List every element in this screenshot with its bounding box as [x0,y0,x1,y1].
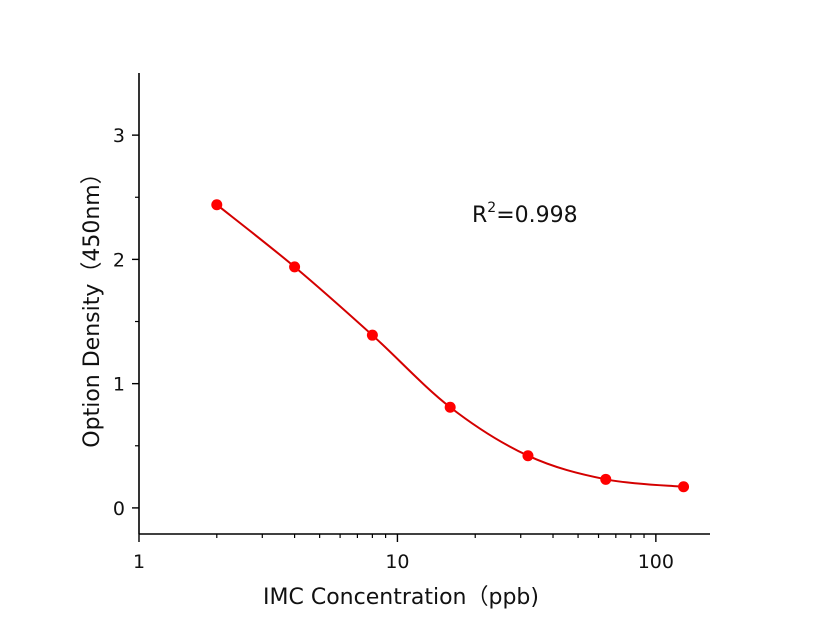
y-axis-title: Option Density（450nm） [80,162,105,447]
data-points [211,199,690,493]
x-tick-label: 10 [385,551,409,573]
data-point [678,481,690,493]
data-point [600,473,612,485]
x-axis-title: IMC Concentration（ppb) [263,585,539,610]
x-tick-label: 1 [133,551,145,573]
r-squared-base: R [472,203,487,228]
fit-curve [216,203,684,488]
y-tick-label: 1 [113,374,125,396]
y-tick-label: 3 [113,125,125,147]
data-point [444,401,456,413]
y-tick-label: 0 [113,498,125,520]
data-point [522,450,534,462]
data-point [366,329,378,341]
data-point [289,261,301,273]
y-tick-label: 2 [113,249,125,271]
axes [138,73,710,535]
r-squared-annotation: R2=0.998 [472,200,578,228]
x-tick-label: 100 [638,551,674,573]
r-squared-superscript: 2 [487,200,496,216]
data-point [211,199,223,211]
r-squared-value: =0.998 [496,203,577,228]
ticks: 0 1 2 3 1 10 100 [113,125,674,573]
